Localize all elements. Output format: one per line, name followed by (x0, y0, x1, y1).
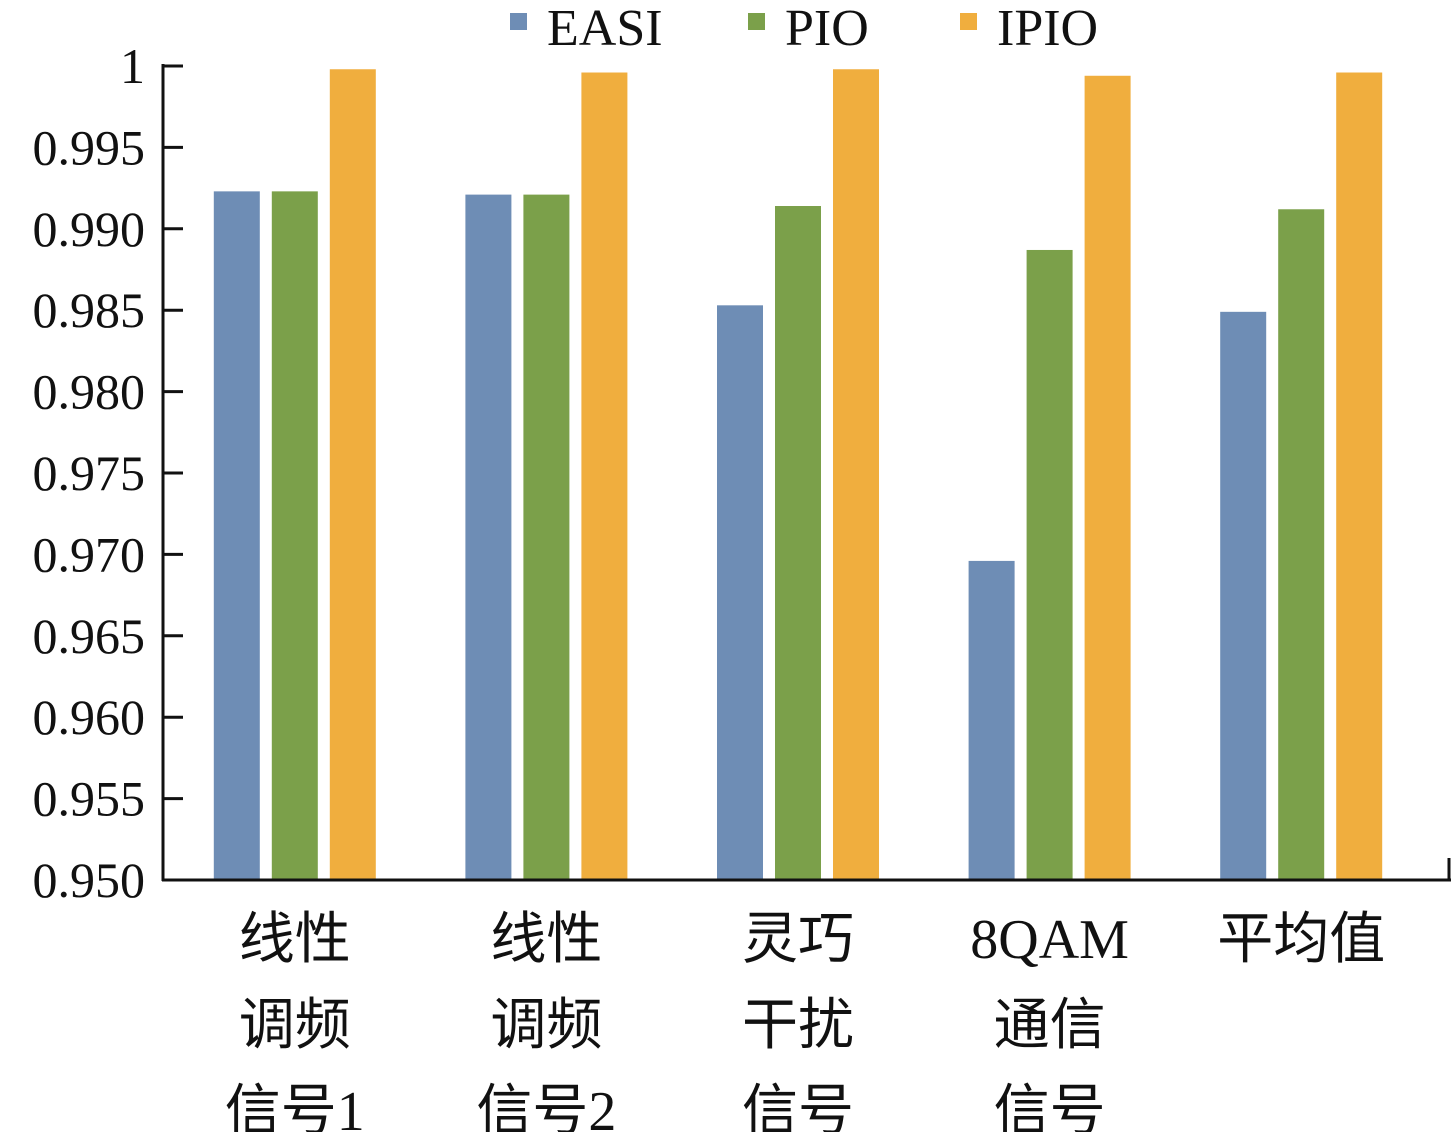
x-category-label: 信号 (742, 1081, 854, 1132)
bar-pio-4 (1026, 249, 1073, 881)
legend-label-ipio: IPIO (997, 0, 1098, 57)
y-tick-label: 0.950 (33, 852, 146, 908)
x-category-label: 调频 (490, 995, 602, 1057)
bar-pio-5 (1278, 209, 1325, 880)
x-category-label: 调频 (239, 995, 351, 1057)
bar-ipio-5 (1336, 72, 1383, 880)
y-tick-label: 0.965 (33, 608, 146, 664)
bar-ipio-4 (1084, 75, 1131, 880)
x-category-label: 干扰 (742, 995, 854, 1057)
legend-swatch-ipio (960, 13, 977, 30)
bar-ipio-3 (833, 69, 879, 881)
x-category-label: 线性 (239, 909, 351, 971)
x-category-label: 灵巧 (742, 909, 854, 971)
bar-pio-1 (271, 191, 318, 880)
bar-easi-5 (1220, 311, 1267, 880)
bar-easi-4 (968, 560, 1015, 880)
x-category-label: 8QAM (970, 909, 1129, 971)
x-category-label: 平均值 (1217, 909, 1385, 971)
x-category-label: 信号1 (225, 1081, 365, 1132)
y-tick-label: 0.995 (33, 119, 146, 175)
y-axis: 0.950 0.955 0.960 0.965 0.970 0.975 0.980 0.985… (33, 38, 183, 908)
bar-easi-2 (465, 194, 512, 880)
y-tick-label: 1 (120, 38, 145, 94)
bar-ipio-2 (581, 72, 628, 880)
x-category-label: 信号2 (476, 1081, 616, 1132)
bars-group (213, 69, 1383, 881)
legend: EASI PIO IPIO (510, 0, 1098, 57)
legend-swatch-easi (510, 13, 527, 30)
legend-swatch-pio (748, 13, 765, 30)
y-tick-label: 0.975 (33, 445, 146, 501)
legend-label-pio: PIO (785, 0, 869, 57)
bar-easi-1 (213, 191, 260, 880)
y-tick-label: 0.955 (33, 771, 146, 827)
y-tick-label: 0.990 (33, 201, 146, 257)
x-category-label: 通信 (994, 995, 1106, 1057)
y-tick-label: 0.980 (33, 364, 146, 420)
bar-ipio-1 (329, 69, 376, 881)
bar-pio-3 (775, 206, 821, 880)
bar-easi-3 (717, 305, 763, 880)
legend-label-easi: EASI (547, 0, 663, 57)
bar-pio-2 (523, 194, 570, 880)
y-tick-label: 0.960 (33, 689, 146, 745)
y-tick-label: 0.970 (33, 526, 146, 582)
y-tick-label: 0.985 (33, 282, 146, 338)
x-category-label: 线性 (490, 909, 602, 971)
x-category-label: 信号 (994, 1081, 1106, 1132)
